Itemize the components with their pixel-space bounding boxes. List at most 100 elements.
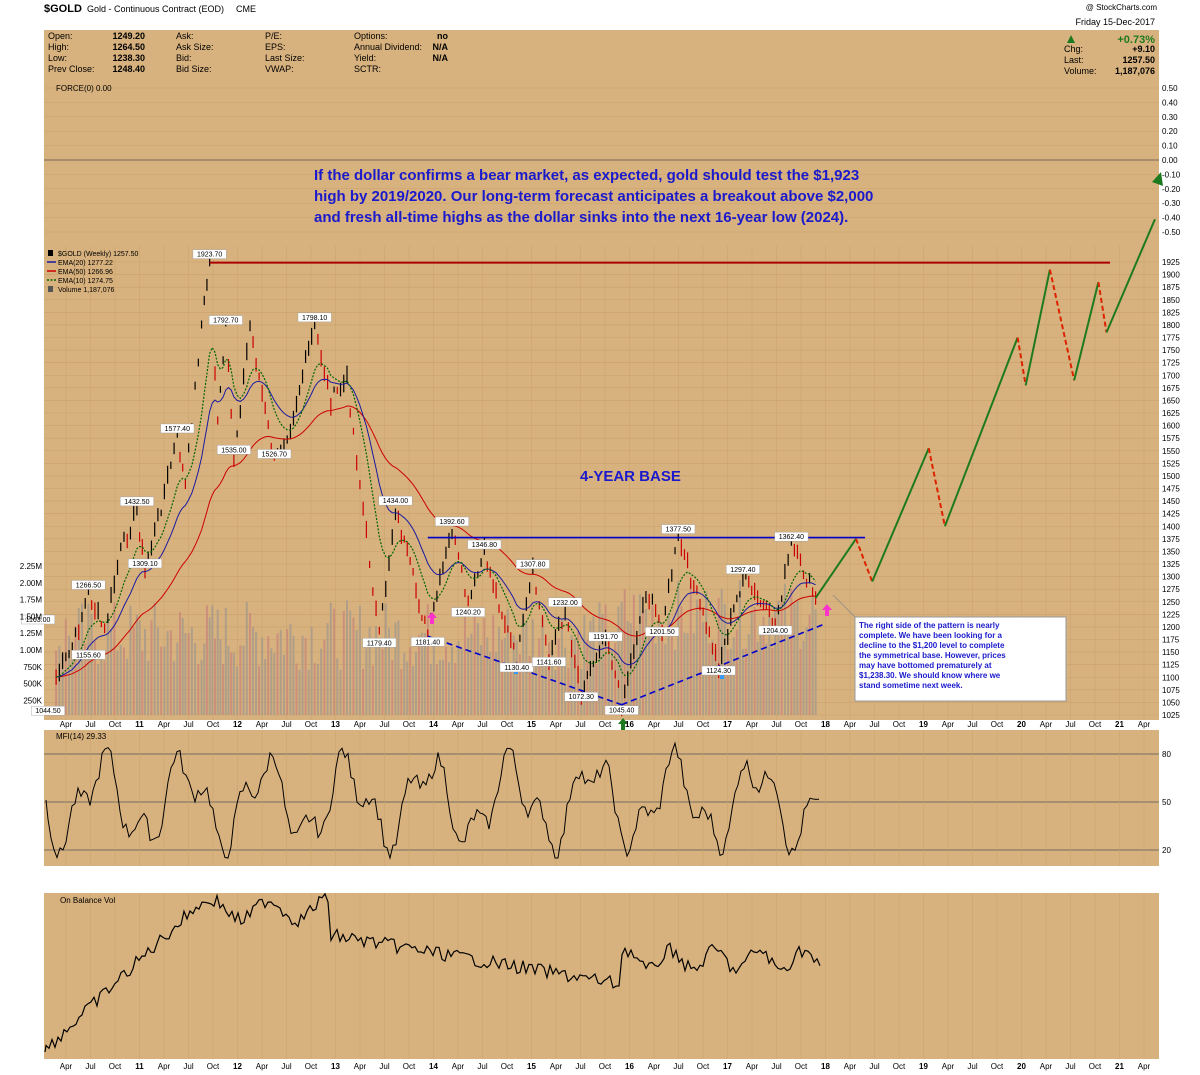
mfi-tick: 20	[1162, 846, 1171, 855]
price-tick: 1375	[1162, 535, 1180, 544]
price-label: 1181.40	[415, 639, 440, 646]
volume-bar	[595, 664, 598, 715]
price-label: 1792.70	[213, 318, 238, 325]
volume-bar	[129, 605, 132, 715]
price-label-box	[774, 531, 809, 542]
forecast-segment	[814, 538, 857, 599]
volume-bar	[406, 661, 409, 715]
volume-bar	[426, 603, 429, 715]
volume-bar	[255, 632, 258, 715]
volume-tick: 1.00M	[20, 646, 43, 655]
volume-bar	[500, 639, 503, 715]
volume-bar	[535, 662, 538, 715]
price-label: 1377.50	[666, 527, 691, 534]
time-label-lower: Apr	[746, 1062, 759, 1071]
price-label: 1240.20	[456, 610, 481, 617]
volume-bar	[333, 608, 336, 715]
time-label-upper: Oct	[109, 720, 122, 729]
price-label: 1923.70	[197, 252, 222, 259]
mfi-tick: 80	[1162, 750, 1171, 759]
price-label: 1232.00	[552, 600, 577, 607]
volume-bar	[711, 640, 714, 715]
volume-bar	[623, 589, 626, 715]
price-label-box	[192, 249, 227, 259]
price-tick: 1075	[1162, 686, 1180, 695]
volume-bar	[378, 644, 381, 715]
volume-bar	[564, 647, 567, 715]
time-label-upper: Oct	[599, 720, 612, 729]
volume-bar	[489, 652, 492, 715]
volume-bar	[583, 614, 586, 715]
time-label-upper: Jul	[967, 720, 977, 729]
time-label-lower: Jul	[771, 1062, 781, 1071]
price-label: 1155.60	[76, 652, 101, 659]
volume-bar	[384, 603, 387, 715]
price-label: 1297.40	[730, 567, 755, 574]
time-label-lower: Oct	[501, 1062, 514, 1071]
volume-bar	[409, 647, 412, 715]
price-tick: 1225	[1162, 610, 1180, 619]
force-tick: 0.50	[1162, 84, 1178, 93]
forecast-segment	[1024, 269, 1051, 386]
time-label-lower: 15	[527, 1062, 536, 1071]
time-label-lower: 11	[135, 1062, 144, 1071]
volume-bar	[463, 612, 466, 715]
volume-bar	[611, 648, 614, 715]
fields_col1-value: 1249.20	[112, 31, 145, 41]
volume-bar	[674, 649, 677, 715]
volume-bar	[93, 641, 96, 715]
legend-entry: EMA(50) 1266.96	[58, 269, 113, 276]
forecast-segment	[871, 447, 930, 583]
fields_col3-label: EPS:	[265, 42, 286, 52]
arrow-stem	[430, 618, 434, 624]
fields_col2-label: Ask:	[176, 31, 194, 41]
volume-bar	[400, 669, 403, 715]
legend: $GOLD (Weekly) 1257.50 EMA(20) 1277.22 EMA…	[47, 250, 139, 294]
volume-bar	[224, 607, 227, 715]
time-label-lower: Oct	[109, 1062, 122, 1071]
price-tick: 1925	[1162, 258, 1180, 267]
volume-bar	[358, 606, 361, 715]
volume-bar	[787, 628, 790, 715]
volume-bar	[304, 637, 307, 715]
time-label-upper: 18	[821, 720, 830, 729]
time-label-upper: Apr	[354, 720, 367, 729]
volume-bar	[388, 628, 391, 715]
volume-bar	[122, 647, 125, 715]
price-label: 1392.60	[439, 519, 464, 526]
volume-bar	[169, 630, 172, 715]
volume-bar	[467, 637, 470, 715]
price-label: 1124.30	[706, 668, 731, 675]
price-label-box	[71, 650, 106, 660]
volume-bar	[447, 662, 450, 715]
volume-bar	[113, 602, 116, 715]
callout-line-1: The right side of the pattern is nearly	[859, 621, 1000, 630]
time-label-lower: Jul	[575, 1062, 585, 1071]
volume-bar	[279, 630, 282, 715]
time-label-upper: Jul	[575, 720, 585, 729]
price-label: 1191.70	[593, 634, 618, 641]
volume-tick: 1.25M	[20, 629, 43, 638]
volume-bar	[208, 617, 211, 715]
price-label-box	[548, 597, 583, 608]
time-label-lower: Oct	[893, 1062, 906, 1071]
volume-bar	[544, 665, 547, 715]
volume-bar	[528, 655, 531, 715]
volume-bar	[790, 588, 793, 715]
volume-bar	[793, 603, 796, 715]
volume-bar	[323, 639, 326, 715]
price-label-box	[297, 312, 332, 323]
volume-bar	[699, 605, 702, 715]
price-tick: 1300	[1162, 573, 1180, 582]
price-label-box	[71, 580, 106, 590]
volume-bar	[412, 666, 415, 715]
volume-bar	[252, 627, 255, 715]
force-tick: 0.30	[1162, 113, 1178, 122]
volume-bar	[77, 607, 80, 715]
volume-bar	[119, 645, 122, 715]
volume-bar	[692, 633, 695, 715]
volume-bar	[403, 652, 406, 715]
volume-bar	[316, 663, 319, 715]
price-label: 1266.50	[76, 582, 101, 589]
volume-bar	[708, 643, 711, 715]
